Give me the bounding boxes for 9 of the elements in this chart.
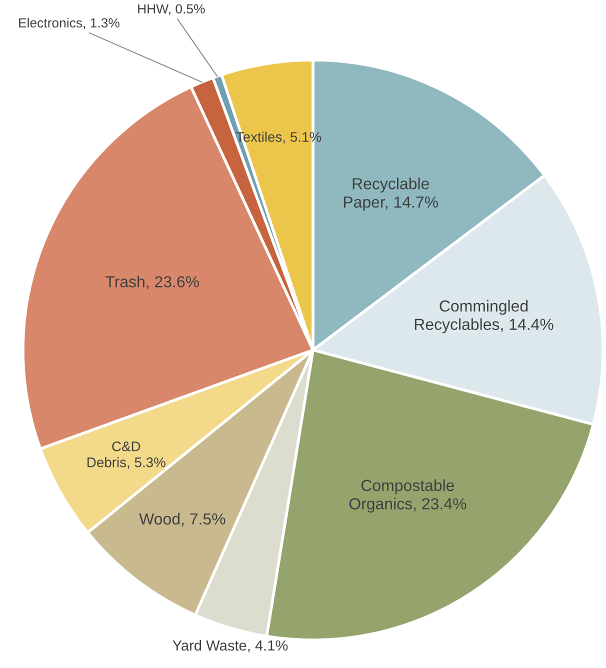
slice-label: Commingled Recyclables, 14.4% — [414, 300, 554, 334]
slice-label: Yard Waste, 4.1% — [172, 640, 288, 652]
slice-label: HHW, 0.5% — [138, 4, 205, 16]
slice-label: Electronics, 1.3% — [19, 18, 120, 30]
slice-label: Compostable Organics, 23.4% — [349, 479, 466, 513]
slice-label: C&D Debris, 5.3% — [88, 441, 166, 469]
slice-label: Wood, 7.5% — [139, 512, 226, 526]
slice-label: Recyclable Paper, 14.7% — [344, 178, 438, 211]
slice-label: Trash, 23.6% — [106, 276, 200, 290]
